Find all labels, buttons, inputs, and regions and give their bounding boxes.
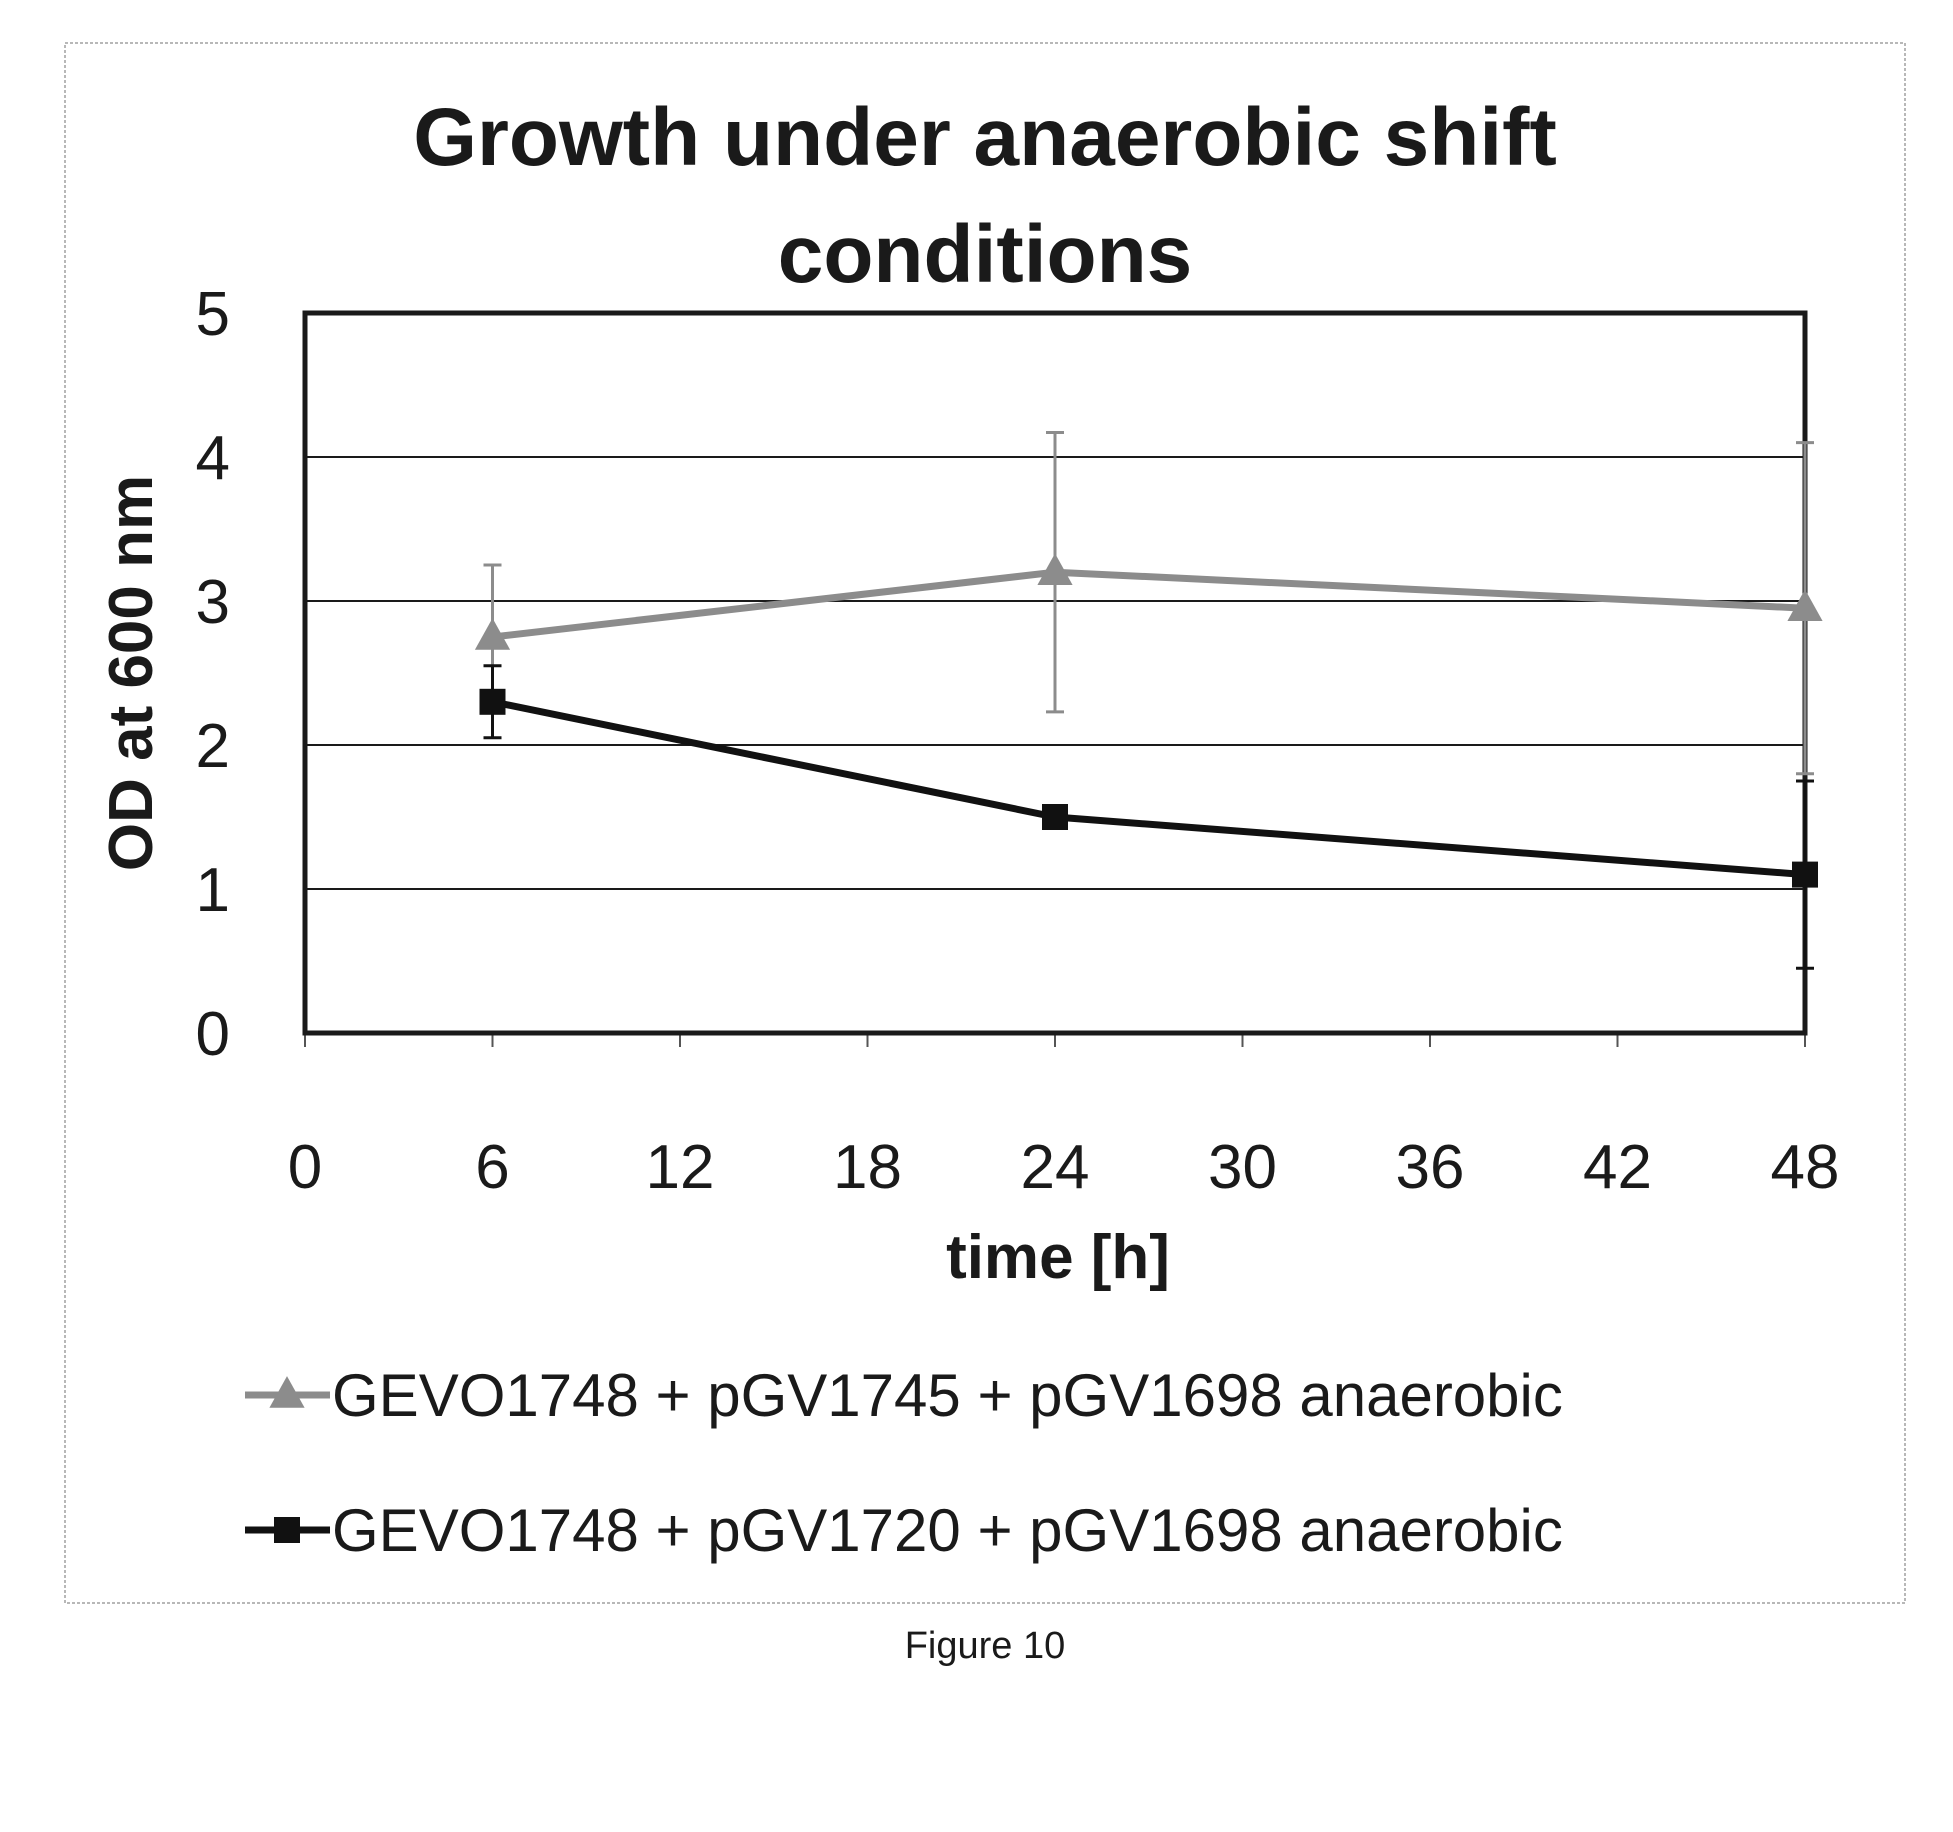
chart-title-line-1: Growth under anaerobic shift (413, 92, 1557, 183)
x-tick-label-36: 36 (1396, 1133, 1465, 1202)
x-tick-label-0: 0 (288, 1133, 322, 1202)
x-tick-label-48: 48 (1771, 1133, 1840, 1202)
y-tick-label-1: 1 (196, 856, 230, 925)
y-tick-label-4: 4 (196, 424, 230, 493)
data-point-s2-48 (1792, 862, 1818, 888)
legend-swatch-marker-2 (274, 1517, 300, 1543)
data-point-s2-24 (1042, 804, 1068, 830)
x-tick-label-42: 42 (1583, 1133, 1652, 1202)
data-point-s2-6 (480, 689, 506, 715)
y-tick-label-2: 2 (196, 712, 230, 781)
x-tick-label-30: 30 (1208, 1133, 1277, 1202)
legend-entry-2: GEVO1748 + pGV1720 + pGV1698 anaerobic (245, 1497, 1563, 1564)
x-tick-label-18: 18 (833, 1133, 902, 1202)
legend-label-1: GEVO1748 + pGV1745 + pGV1698 anaerobic (332, 1362, 1563, 1429)
x-tick-label-24: 24 (1021, 1133, 1090, 1202)
y-axis-title: OD at 600 nm (97, 475, 166, 871)
legend-entry-1: GEVO1748 + pGV1745 + pGV1698 anaerobic (245, 1362, 1563, 1429)
chart-title-line-2: conditions (778, 209, 1193, 300)
x-axis-title: time [h] (946, 1223, 1170, 1292)
y-tick-label-3: 3 (196, 568, 230, 637)
x-tick-label-12: 12 (646, 1133, 715, 1202)
figure-caption: Figure 10 (905, 1625, 1066, 1667)
y-tick-label-0: 0 (196, 1000, 230, 1069)
x-tick-label-6: 6 (475, 1133, 509, 1202)
legend-label-2: GEVO1748 + pGV1720 + pGV1698 anaerobic (332, 1497, 1563, 1564)
y-tick-label-5: 5 (196, 280, 230, 349)
